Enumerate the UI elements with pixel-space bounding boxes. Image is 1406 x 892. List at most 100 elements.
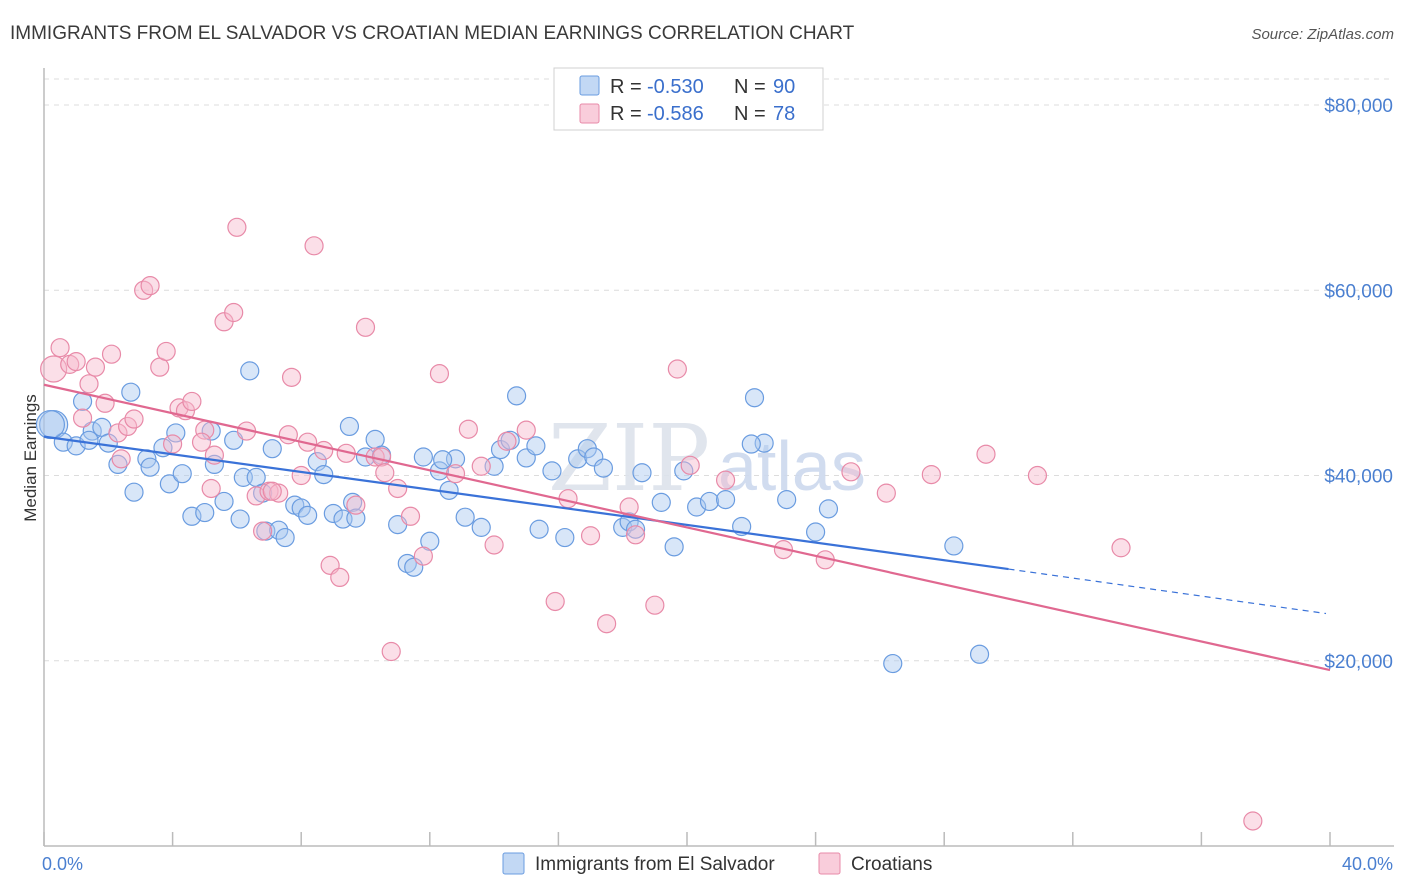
point-croatians-45 <box>388 478 408 499</box>
point-croatians-0 <box>40 355 68 383</box>
point-el-salvador-16 <box>182 506 202 526</box>
chart-source: Source: ZipAtlas.com <box>1251 26 1394 43</box>
point-el-salvador-55 <box>507 386 527 406</box>
legend-bottom-label-pink: Croatians <box>851 854 932 875</box>
legend-r-label-2: R = <box>610 103 642 125</box>
point-el-salvador-60 <box>568 449 588 469</box>
legend-n-label-1: N = <box>734 76 766 98</box>
point-croatians-38 <box>330 567 350 588</box>
point-el-salvador-44 <box>404 557 424 577</box>
point-croatians-55 <box>545 591 565 612</box>
point-el-salvador-62 <box>584 447 604 467</box>
y-tick-label-60000: $60,000 <box>1324 281 1393 302</box>
point-croatians-5 <box>79 374 99 394</box>
point-el-salvador-69 <box>664 537 684 557</box>
point-croatians-1 <box>50 338 70 358</box>
legend-n-label-2: N = <box>734 103 766 125</box>
point-croatians-21 <box>201 478 221 499</box>
point-el-salvador-80 <box>35 409 66 440</box>
point-el-salvador-6 <box>98 433 118 453</box>
point-croatians-63 <box>715 470 736 490</box>
point-croatians-50 <box>458 419 478 439</box>
legend-top: R = -0.530 N = 90 R = -0.586 N = 78 <box>553 67 824 131</box>
point-croatians-59 <box>625 525 646 545</box>
point-el-salvador-75 <box>744 388 765 408</box>
point-el-salvador-57 <box>526 436 546 456</box>
y-tick-label-80000: $80,000 <box>1324 96 1393 117</box>
point-el-salvador-11 <box>140 457 160 477</box>
point-el-salvador-50 <box>455 507 475 527</box>
legend-swatch-blue <box>579 75 600 96</box>
trend-line-el-salvador-extension <box>1008 568 1327 615</box>
point-croatians-57 <box>580 526 601 546</box>
point-croatians-58 <box>597 614 617 634</box>
point-el-salvador-73 <box>715 490 736 510</box>
point-el-salvador-88 <box>944 536 964 556</box>
point-croatians-71 <box>111 449 131 469</box>
point-croatians-16 <box>163 434 183 454</box>
point-croatians-60 <box>645 595 665 615</box>
x-axis-ticks <box>43 832 1331 846</box>
point-croatians-6 <box>85 357 106 377</box>
point-croatians-28 <box>253 521 273 541</box>
trend-line-croatians <box>43 383 1331 672</box>
point-el-salvador-79 <box>818 499 839 519</box>
point-croatians-40 <box>346 495 366 515</box>
trend-lines <box>43 383 1331 672</box>
point-croatians-54 <box>516 420 536 440</box>
point-croatians-36 <box>314 440 334 461</box>
trend-line-el-salvador <box>43 435 1009 571</box>
point-el-salvador-38 <box>343 492 363 512</box>
point-croatians-44 <box>381 641 401 662</box>
point-croatians-46 <box>400 506 421 526</box>
x-tick-label-max: 40.0% <box>1342 854 1393 874</box>
point-el-salvador-51 <box>471 517 491 537</box>
legend-bottom-label-blue: Immigrants from El Salvador <box>535 854 775 875</box>
y-tick-label-20000: $20,000 <box>1324 652 1393 673</box>
point-croatians-61 <box>667 359 687 379</box>
point-croatians-73 <box>262 481 282 501</box>
point-el-salvador-17 <box>195 502 215 523</box>
point-croatians-77 <box>1243 811 1263 831</box>
point-croatians-52 <box>484 535 504 555</box>
legend-swatch-pink <box>579 103 600 124</box>
point-el-salvador-35 <box>323 503 343 524</box>
point-el-salvador-22 <box>230 509 250 529</box>
point-croatians-41 <box>355 317 376 337</box>
point-croatians-24 <box>224 302 244 323</box>
point-el-salvador-87 <box>883 653 903 674</box>
point-croatians-51 <box>471 456 491 476</box>
point-el-salvador-7 <box>108 454 128 475</box>
point-croatians-32 <box>281 367 302 387</box>
point-croatians-11 <box>124 409 144 429</box>
point-el-salvador-8 <box>121 382 141 402</box>
point-el-salvador-72 <box>699 491 720 512</box>
chart-title: IMMIGRANTS FROM EL SALVADOR VS CROATIAN … <box>10 23 855 44</box>
point-el-salvador-89 <box>969 644 990 664</box>
point-croatians-66 <box>841 462 861 482</box>
point-croatians-76 <box>1111 538 1131 558</box>
point-el-salvador-14 <box>166 423 186 443</box>
point-croatians-43 <box>371 447 392 467</box>
point-el-salvador-32 <box>298 505 318 525</box>
point-el-salvador-86 <box>741 434 761 454</box>
point-croatians-47 <box>413 546 433 566</box>
point-el-salvador-29 <box>275 527 295 548</box>
legend-bottom-swatch-blue <box>502 852 525 875</box>
point-el-salvador-20 <box>214 491 234 512</box>
point-el-salvador-81 <box>79 430 99 450</box>
point-croatians-4 <box>72 408 93 428</box>
y-tick-label-40000: $40,000 <box>1324 467 1393 488</box>
point-el-salvador-21 <box>224 430 244 450</box>
point-croatians-10 <box>117 416 138 437</box>
x-tick-label-min: 0.0% <box>42 854 83 874</box>
point-croatians-19 <box>182 391 202 412</box>
point-croatians-53 <box>497 431 517 451</box>
point-croatians-30 <box>269 483 289 503</box>
point-croatians-69 <box>976 444 996 464</box>
point-el-salvador-24 <box>240 361 260 381</box>
point-croatians-15 <box>156 341 176 362</box>
point-el-salvador-67 <box>632 463 652 483</box>
series-croatians-points <box>40 217 1263 831</box>
